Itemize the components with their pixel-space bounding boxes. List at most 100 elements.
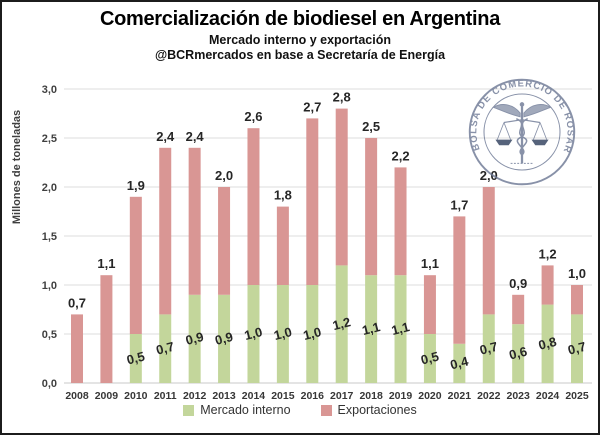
x-axis-year-label: 2008 [65, 390, 89, 402]
bar-segment-mercado-interno [306, 285, 319, 383]
mercado-interno-data-label: 1,0 [272, 324, 293, 343]
mercado-interno-data-label: 0,7 [478, 339, 499, 358]
total-data-label: 2,2 [391, 148, 409, 163]
total-data-label: 0,9 [509, 276, 527, 291]
mercado-interno-data-label: 0,5 [419, 349, 440, 368]
bar-segment-mercado-interno [159, 314, 172, 383]
bar-segment-mercado-interno [188, 294, 201, 383]
x-axis-year-label: 2009 [95, 390, 119, 402]
bar-segment-exportaciones [482, 187, 495, 315]
mercado-interno-data-label: 0,7 [566, 339, 587, 358]
total-data-label: 1,8 [274, 188, 292, 203]
x-axis-year-label: 2025 [565, 390, 589, 402]
bar-segment-mercado-interno [453, 343, 466, 383]
x-axis-year-label: 2015 [271, 390, 295, 402]
x-axis-year-label: 2021 [448, 390, 472, 402]
chart-attribution: @BCRmercados en base a Secretaría de Ene… [154, 48, 446, 62]
total-data-label: 2,0 [215, 168, 233, 183]
mercado-interno-data-label: 1,1 [360, 319, 381, 338]
total-data-label: 2,5 [362, 119, 380, 134]
bar-segment-mercado-interno [335, 265, 348, 383]
bar-segment-mercado-interno [218, 294, 231, 383]
mercado-interno-data-label: 0,5 [125, 349, 146, 368]
y-axis-title: Millones de toneladas [11, 110, 23, 224]
mercado-interno-swatch-icon [183, 404, 195, 416]
total-data-label: 2,4 [156, 129, 175, 144]
total-data-label: 1,1 [421, 256, 439, 271]
x-axis-year-label: 2011 [154, 390, 177, 402]
x-axis-year-label: 2018 [359, 390, 383, 402]
x-axis-year-label: 2019 [389, 390, 413, 402]
x-axis-year-label: 2016 [301, 390, 325, 402]
bar-segment-exportaciones [247, 128, 260, 285]
x-axis-year-label: 2017 [330, 390, 354, 402]
bar-segment-mercado-interno [482, 314, 495, 383]
mercado-interno-data-label: 1,2 [331, 314, 352, 333]
bar-segment-exportaciones [276, 206, 289, 285]
bar-segment-exportaciones [571, 285, 583, 315]
x-axis-year-label: 2023 [506, 390, 530, 402]
mercado-interno-data-label: 1,0 [243, 324, 264, 343]
bar-segment-exportaciones [188, 147, 201, 295]
caduceus-and-scales-icon [492, 102, 552, 164]
x-axis-year-label: 2010 [124, 390, 148, 402]
bar-segment-mercado-interno [394, 275, 407, 383]
bar-segment-exportaciones [365, 138, 378, 276]
total-data-label: 2,6 [244, 109, 262, 124]
bar-segment-exportaciones [335, 108, 348, 266]
mercado-interno-data-label: 1,0 [302, 324, 323, 343]
bolsa-de-comercio-de-rosario-seal: BOLSA DE COMERCIO DE ROSARIO [465, 75, 576, 186]
y-tick-label: 3,0 [42, 84, 57, 96]
total-data-label: 1,1 [97, 256, 115, 271]
total-data-label: 0,7 [68, 295, 86, 310]
mercado-interno-data-label: 0,4 [449, 353, 471, 372]
x-axis-year-label: 2024 [536, 390, 560, 402]
bar-segment-exportaciones [71, 314, 83, 383]
chart-title: Comercialización de biodiesel en Argenti… [99, 8, 501, 30]
x-axis-year-label: 2020 [418, 390, 442, 402]
total-data-label: 1,7 [450, 197, 468, 212]
legend-label-exportaciones: Exportaciones [337, 403, 417, 417]
mercado-interno-data-label: 0,6 [507, 344, 528, 363]
y-tick-label: 2,5 [42, 133, 57, 145]
y-tick-label: 0,5 [42, 329, 57, 341]
bar-segment-exportaciones [306, 118, 319, 286]
bar-segment-mercado-interno [571, 314, 583, 383]
y-tick-label: 2,0 [42, 182, 57, 194]
bar-segment-exportaciones [423, 275, 436, 334]
bar-segment-exportaciones [453, 216, 466, 344]
x-axis-year-label: 2022 [477, 390, 501, 402]
bar-segment-exportaciones [394, 167, 407, 276]
bar-segment-mercado-interno [129, 334, 142, 383]
bar-segment-mercado-interno [541, 304, 554, 383]
mercado-interno-data-label: 0,7 [155, 339, 176, 358]
total-data-label: 1,2 [539, 246, 557, 261]
total-data-label: 2,0 [480, 168, 498, 183]
y-tick-label: 0,0 [42, 378, 57, 390]
chart-header: Comercialización de biodiesel en Argenti… [2, 8, 598, 62]
x-axis-year-label: 2013 [212, 390, 236, 402]
exportaciones-swatch-icon [320, 404, 332, 416]
bar-segment-mercado-interno [247, 285, 260, 383]
bar-segment-exportaciones [129, 196, 142, 334]
chart-legend: Mercado interno Exportaciones [2, 403, 598, 417]
total-data-label: 2,7 [303, 99, 321, 114]
legend-label-mercado-interno: Mercado interno [200, 403, 291, 417]
y-tick-label: 1,5 [42, 231, 57, 243]
total-data-label: 1,0 [568, 266, 586, 281]
total-data-label: 1,9 [127, 178, 145, 193]
total-data-label: 2,8 [333, 90, 351, 105]
bar-segment-mercado-interno [276, 285, 289, 383]
x-axis-year-label: 2014 [242, 390, 266, 402]
x-axis-year-label: 2012 [183, 390, 207, 402]
legend-item-mercado-interno: Mercado interno [183, 403, 291, 417]
mercado-interno-data-label: 0,8 [537, 334, 558, 353]
legend-item-exportaciones: Exportaciones [320, 403, 417, 417]
bar-segment-exportaciones [159, 147, 172, 315]
bar-segment-exportaciones [512, 294, 525, 325]
mercado-interno-data-label: 1,1 [390, 319, 411, 338]
chart-subtitle: Mercado interno y exportación [209, 33, 391, 47]
mercado-interno-data-label: 0,9 [213, 329, 234, 348]
